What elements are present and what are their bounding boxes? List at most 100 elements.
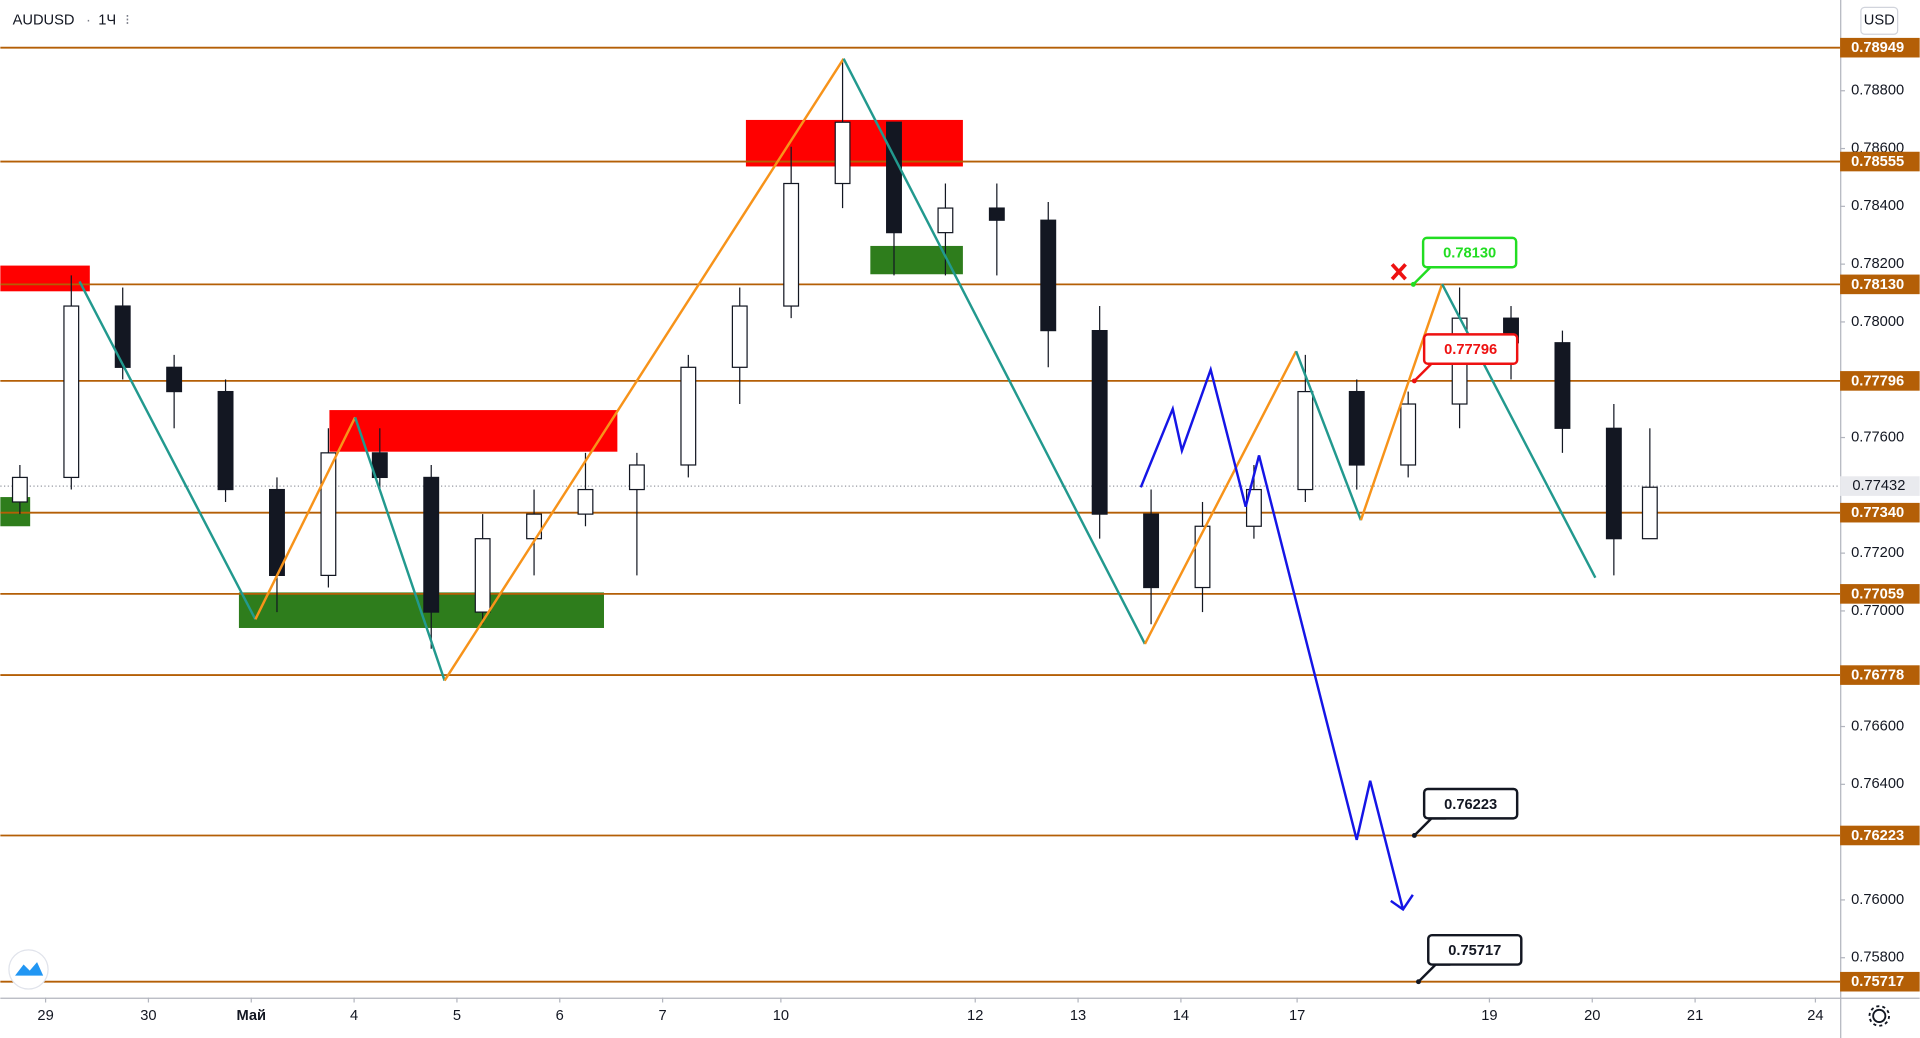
zigzag-segment: [353, 416, 446, 681]
y-tick-label: 0.76600: [1851, 718, 1904, 734]
x-tick-label: 30: [140, 1008, 156, 1024]
callout-box: [1422, 787, 1519, 820]
x-tick-label: 29: [37, 1008, 53, 1024]
x-tick-label: 17: [1289, 1008, 1305, 1024]
y-tick-label: 0.77200: [1851, 545, 1904, 561]
x-tick-label: 24: [1807, 1008, 1823, 1024]
x-tick-label: 13: [1070, 1008, 1086, 1024]
callout-anchor: [1411, 378, 1417, 384]
x-tick-label: Май: [236, 1008, 266, 1024]
zigzag-segment: [1143, 350, 1298, 645]
last-price-tag: [1840, 476, 1920, 496]
level-tag: [1840, 584, 1920, 604]
candle-body: [1040, 219, 1057, 332]
level-label: 0.78555: [1851, 154, 1904, 170]
settings-button[interactable]: [1868, 1005, 1890, 1027]
candle-body: [1297, 390, 1314, 491]
zigzag-segment: [1359, 283, 1444, 521]
candle-body: [731, 305, 748, 368]
callout-anchor: [1416, 979, 1421, 985]
header-bg: [5, 7, 140, 35]
forecast-arrowhead: [1390, 894, 1414, 912]
zigzag-segment: [842, 58, 1147, 645]
last-price-label: 0.77432: [1852, 478, 1905, 494]
level-label: 0.77340: [1851, 505, 1904, 521]
y-tick-label: 0.78000: [1851, 314, 1904, 330]
x-tick-label: 14: [1173, 1008, 1189, 1024]
candle-body: [166, 366, 183, 393]
level-label: 0.77059: [1851, 586, 1904, 602]
candle-body: [11, 476, 28, 503]
zigzag-segment: [78, 280, 257, 620]
currency-box[interactable]: [1860, 6, 1899, 35]
logo-icon[interactable]: [15, 962, 44, 976]
candle-body: [1641, 486, 1658, 540]
header: AUDUSD · 1Ч ⁝: [5, 7, 140, 35]
level-label: 0.77796: [1851, 373, 1904, 389]
candle-body: [834, 121, 851, 185]
level-tag: [1840, 371, 1920, 391]
zigzag-segment: [443, 58, 845, 682]
candle-body: [988, 207, 1005, 221]
candle-body: [217, 390, 234, 491]
symbol: AUDUSD: [13, 13, 75, 29]
x-tick-label: 19: [1481, 1008, 1497, 1024]
callout-label: 0.78130: [1443, 246, 1496, 262]
zone: [745, 119, 963, 167]
candle-body: [937, 207, 954, 234]
level-tag: [1840, 274, 1920, 295]
x-tick-label: 6: [556, 1008, 564, 1024]
candle-body: [628, 464, 645, 491]
zone: [329, 410, 618, 452]
zigzag-segment: [254, 416, 357, 620]
x-tick-label: 12: [967, 1008, 983, 1024]
candle-body: [1245, 488, 1262, 527]
candle-body: [680, 366, 697, 466]
y-tick-label: 0.76000: [1851, 892, 1904, 908]
logo[interactable]: [8, 949, 49, 990]
gear-teeth[interactable]: [1868, 1005, 1890, 1027]
x-tick-label: 20: [1584, 1008, 1600, 1024]
callout-anchor: [1410, 281, 1416, 287]
candle-body: [63, 305, 80, 479]
candle-body: [783, 182, 800, 307]
callout-box: [1421, 236, 1518, 269]
y-tick-label: 0.77000: [1851, 603, 1904, 619]
y-tick-label: 0.76400: [1851, 776, 1904, 792]
level-tag: [1840, 151, 1920, 172]
x-tick-label: 4: [350, 1008, 358, 1024]
candle-body: [423, 476, 440, 613]
y-tick-label: 0.75800: [1851, 950, 1904, 966]
candle-body: [1143, 513, 1160, 589]
callout-anchor: [1411, 833, 1417, 838]
candle-body: [1194, 525, 1211, 589]
x-tick-label: 5: [453, 1008, 461, 1024]
zigzag-segment: [1441, 283, 1597, 579]
cross-marker: [1390, 263, 1407, 281]
callout-label: 0.76223: [1444, 797, 1497, 813]
currency-button[interactable]: USD: [1860, 6, 1899, 35]
candle-body: [1400, 403, 1417, 466]
currency[interactable]: USD: [1864, 13, 1895, 29]
level-tag: [1840, 971, 1920, 992]
candle-body: [1091, 329, 1108, 515]
candle-body: [1605, 427, 1622, 540]
zigzag-segment: [1294, 350, 1363, 521]
zone: [0, 265, 90, 292]
level-tag: [1840, 665, 1920, 685]
y-tick-label: 0.78400: [1851, 198, 1904, 214]
forecast-line: [1139, 365, 1405, 910]
level-label: 0.76223: [1851, 828, 1904, 844]
y-tick-label: 0.78800: [1851, 83, 1904, 99]
gear-icon[interactable]: [1872, 1008, 1887, 1024]
candle-body: [886, 121, 902, 234]
level-label: 0.78130: [1851, 277, 1904, 293]
level-label: 0.76778: [1851, 668, 1904, 684]
level-tag: [1840, 825, 1920, 846]
price-axis: 0.788000.786000.784000.782000.780000.776…: [1840, 37, 1920, 992]
callout-label: 0.77796: [1444, 342, 1497, 358]
